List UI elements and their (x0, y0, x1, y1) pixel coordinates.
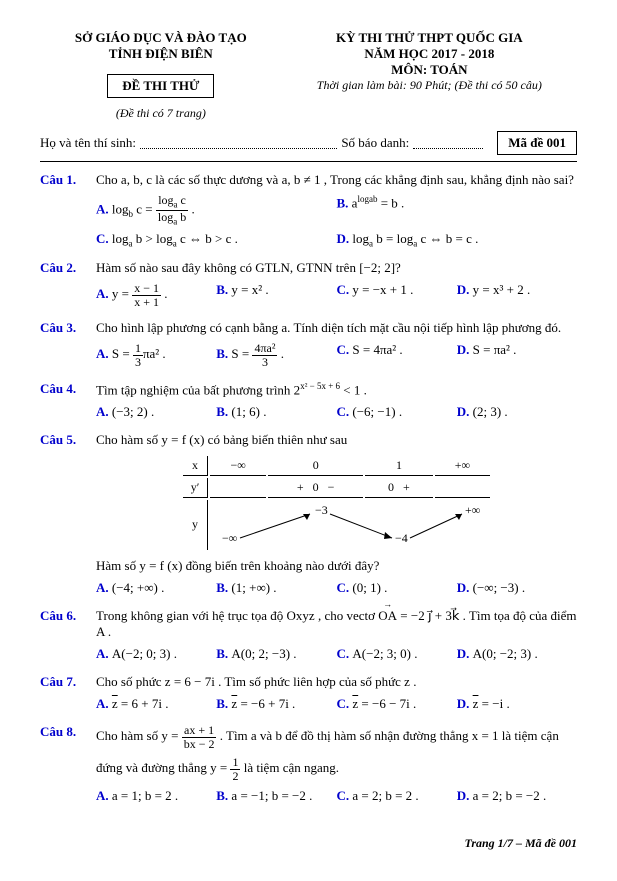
question-3: Câu 3. Cho hình lập phương có cạnh bằng … (40, 320, 577, 370)
svg-text:−4: −4 (395, 531, 408, 545)
pages-info: (Đề thi có 7 trang) (40, 106, 282, 121)
opt-c: C. (−6; −1) . (337, 402, 457, 422)
qnum: Câu 3. (40, 320, 84, 370)
opt-c: C. A(−2; 3; 0) . (337, 644, 457, 664)
qtext: Cho hàm số y = ax + 1bx − 2 . Tìm a và b… (96, 724, 577, 750)
name-field[interactable] (140, 137, 337, 149)
variation-arrows: −∞ −3 −4 +∞ (210, 500, 490, 546)
qtext: Tìm tập nghiệm của bất phương trình 2x² … (96, 381, 577, 398)
opt-a: A. y = x − 1x + 1 . (96, 280, 216, 310)
opt-c: C. y = −x + 1 . (337, 280, 457, 310)
qtext2: đứng và đường thẳng y = 12 là tiệm cận n… (96, 756, 577, 782)
question-2: Câu 2. Hàm số nào sau đây không có GTLN,… (40, 260, 577, 310)
qtext2: Hàm số y = f (x) đồng biến trên khoảng n… (96, 558, 577, 574)
exam-box: ĐỀ THI THỬ (107, 74, 214, 98)
qnum: Câu 6. (40, 608, 84, 664)
question-5: Câu 5. Cho hàm số y = f (x) có bảng biến… (40, 432, 577, 598)
opt-c: C. a = 2; b = 2 . (337, 786, 457, 806)
opt-c: C. z = −6 − 7i . (337, 694, 457, 714)
qtext: Cho số phức z = 6 − 7i . Tìm số phức liê… (96, 674, 577, 690)
qtext: Cho hàm số y = f (x) có bảng biến thiên … (96, 432, 577, 448)
name-label: Họ và tên thí sinh: (40, 135, 136, 151)
opt-d: D. A(0; −2; 3) . (457, 644, 577, 664)
opt-b: B. alogab = b . (337, 192, 578, 229)
exam-code: Mã đề 001 (497, 131, 577, 155)
opt-a: A. (−4; +∞) . (96, 578, 216, 598)
candidate-row: Họ và tên thí sinh: Số báo danh: Mã đề 0… (40, 131, 577, 155)
divider (40, 161, 577, 162)
opt-a: A. z = 6 + 7i . (96, 694, 216, 714)
opt-a: A. S = 13πa² . (96, 340, 216, 370)
opt-b: B. A(0; 2; −3) . (216, 644, 336, 664)
qnum: Câu 7. (40, 674, 84, 714)
opt-b: B. z = −6 + 7i . (216, 694, 336, 714)
org2: TỈNH ĐIỆN BIÊN (40, 46, 282, 62)
opt-b: B. y = x² . (216, 280, 336, 310)
opt-a: A. logb c = loga cloga b . (96, 192, 337, 229)
opt-b: B. S = 4πa²3 . (216, 340, 336, 370)
question-6: Câu 6. Trong không gian với hệ trục tọa … (40, 608, 577, 664)
opt-d: D. a = 2; b = −2 . (457, 786, 577, 806)
header-left: SỞ GIÁO DỤC VÀ ĐÀO TẠO TỈNH ĐIỆN BIÊN ĐỀ… (40, 30, 282, 121)
svg-text:−3: −3 (315, 503, 328, 517)
qtext: Cho hình lập phương có cạnh bằng a. Tính… (96, 320, 577, 336)
opt-c: C. S = 4πa² . (337, 340, 457, 370)
org1: SỞ GIÁO DỤC VÀ ĐÀO TẠO (40, 30, 282, 46)
question-4: Câu 4. Tìm tập nghiệm của bất phương trì… (40, 381, 577, 422)
svg-text:+∞: +∞ (465, 503, 480, 517)
qnum: Câu 8. (40, 724, 84, 806)
opt-a: A. A(−2; 0; 3) . (96, 644, 216, 664)
opt-d: D. z = −i . (457, 694, 577, 714)
qtext: Trong không gian với hệ trục tọa độ Oxyz… (96, 608, 577, 640)
sbd-label: Số báo danh: (341, 135, 409, 151)
qnum: Câu 4. (40, 381, 84, 422)
question-1: Câu 1. Cho a, b, c là các số thực dương … (40, 172, 577, 250)
page-footer: Trang 1/7 – Mã đề 001 (40, 836, 577, 851)
qnum: Câu 2. (40, 260, 84, 310)
opt-d: D. loga b = loga c ⇔ b = c . (337, 229, 578, 251)
qtext: Hàm số nào sau đây không có GTLN, GTNN t… (96, 260, 577, 276)
duration: Thời gian làm bài: 90 Phút; (Đề thi có 5… (282, 78, 577, 93)
svg-text:−∞: −∞ (222, 531, 237, 545)
opt-d: D. (−∞; −3) . (457, 578, 577, 598)
qtext: Cho a, b, c là các số thực dương và a, b… (96, 172, 577, 188)
qnum: Câu 1. (40, 172, 84, 250)
subject: MÔN: TOÁN (282, 62, 577, 78)
opt-b: B. (1; +∞) . (216, 578, 336, 598)
header-right: KỲ THI THỬ THPT QUỐC GIA NĂM HỌC 2017 - … (282, 30, 577, 121)
question-7: Câu 7. Cho số phức z = 6 − 7i . Tìm số p… (40, 674, 577, 714)
opt-d: D. y = x³ + 2 . (457, 280, 577, 310)
header: SỞ GIÁO DỤC VÀ ĐÀO TẠO TỈNH ĐIỆN BIÊN ĐỀ… (40, 30, 577, 121)
opt-b: B. (1; 6) . (216, 402, 336, 422)
qnum: Câu 5. (40, 432, 84, 598)
opt-b: B. a = −1; b = −2 . (216, 786, 336, 806)
opt-c: C. (0; 1) . (337, 578, 457, 598)
opt-a: A. (−3; 2) . (96, 402, 216, 422)
opt-c: C. loga b > loga c ⇔ b > c . (96, 229, 337, 251)
variation-table: x −∞ 0 1 +∞ y′ + 0 − 0 + y −∞ −3 (181, 454, 493, 552)
opt-d: D. (2; 3) . (457, 402, 577, 422)
opt-a: A. a = 1; b = 2 . (96, 786, 216, 806)
question-8: Câu 8. Cho hàm số y = ax + 1bx − 2 . Tìm… (40, 724, 577, 806)
opt-d: D. S = πa² . (457, 340, 577, 370)
sbd-field[interactable] (413, 137, 483, 149)
year: NĂM HỌC 2017 - 2018 (282, 46, 577, 62)
exam-title: KỲ THI THỬ THPT QUỐC GIA (282, 30, 577, 46)
